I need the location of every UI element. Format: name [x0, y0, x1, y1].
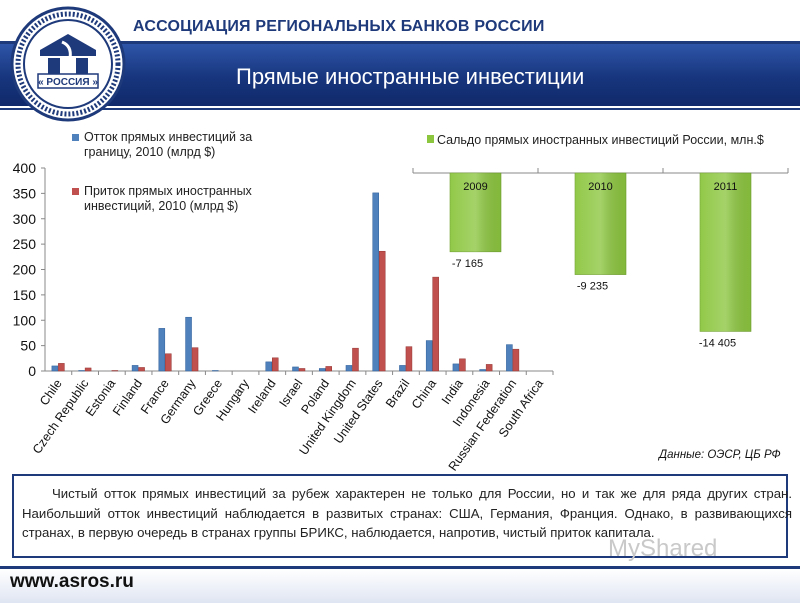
bar-inflow — [512, 348, 520, 372]
bar-outflow — [292, 366, 299, 372]
header-rule-top — [0, 41, 800, 44]
y-tick-label: 100 — [13, 312, 37, 328]
bar-outflow — [185, 316, 192, 372]
bar-outflow — [212, 370, 219, 372]
bar-balance-shade — [700, 173, 751, 332]
bar-inflow — [325, 366, 332, 372]
y-tick-label: 200 — [13, 262, 37, 278]
org-title: АССОЦИАЦИЯ РЕГИОНАЛЬНЫХ БАНКОВ РОССИИ — [133, 18, 545, 35]
bar-inflow — [352, 347, 359, 372]
y-tick-label: 350 — [13, 185, 37, 201]
bar-inflow — [405, 346, 413, 372]
data-source: Данные: ОЭСР, ЦБ РФ — [659, 449, 781, 461]
bar-inflow — [58, 363, 65, 372]
value-label: -7 165 — [452, 258, 483, 270]
bar-balance-shade — [575, 173, 626, 275]
bar-inflow — [191, 347, 199, 372]
y-tick-label: 150 — [13, 287, 37, 303]
bar-inflow — [485, 364, 493, 372]
category-label: 2011 — [714, 181, 738, 193]
footer-url[interactable]: www.asros.ru — [10, 571, 134, 592]
bar-outflow — [452, 363, 460, 372]
y-tick-label: 50 — [20, 338, 36, 354]
bar-outflow — [51, 365, 59, 372]
legend-outflow: Отток прямых инвестиций за границу, 2010… — [84, 130, 253, 159]
watermark: MyShared — [608, 535, 718, 562]
bar-inflow — [378, 250, 386, 372]
bar-inflow — [138, 367, 145, 372]
value-label: -14 405 — [699, 337, 736, 349]
note-box — [12, 474, 788, 558]
y-tick-label: 0 — [28, 363, 36, 379]
logo-label: « РОССИЯ » — [38, 77, 98, 88]
bar-inflow — [111, 370, 119, 372]
legend-swatch-inflow — [72, 188, 79, 195]
bar-inflow — [272, 357, 279, 372]
bar-outflow — [131, 365, 139, 372]
legend-swatch-balance — [427, 135, 434, 143]
bar-outflow — [425, 340, 433, 372]
bar-outflow — [345, 365, 353, 372]
bar-outflow — [318, 368, 326, 372]
bar-outflow — [78, 370, 85, 372]
header-rule-bottom — [0, 108, 800, 110]
bar-inflow — [298, 368, 306, 372]
y-tick-label: 400 — [13, 160, 37, 176]
bar-inflow — [432, 276, 439, 372]
value-label: -9 235 — [577, 281, 608, 293]
title-band — [0, 44, 800, 106]
bar-inflow — [84, 367, 92, 372]
bar-outflow — [399, 365, 406, 372]
y-tick-label: 300 — [13, 211, 37, 227]
bar-outflow — [372, 192, 379, 372]
bar-inflow — [459, 358, 466, 372]
category-label: 2010 — [588, 181, 612, 193]
bar-outflow — [265, 361, 273, 372]
bar-outflow — [158, 328, 166, 372]
bar-outflow — [506, 344, 513, 372]
y-tick-label: 250 — [13, 236, 37, 252]
bar-balance-shade — [450, 173, 501, 252]
category-label: 2009 — [463, 181, 487, 193]
page-title: Прямые иностранные инвестиции — [236, 64, 585, 89]
bar-outflow — [479, 369, 486, 372]
footer-band — [0, 566, 800, 603]
bar-inflow — [165, 353, 172, 372]
legend-inflow: Приток прямых иностранных инвестиций, 20… — [84, 184, 252, 213]
legend-balance: Сальдо прямых иностранных инвестиций Рос… — [437, 133, 764, 147]
asros-logo: « РОССИЯ » — [10, 6, 126, 122]
note-text: Чистый отток прямых инвестиций за рубеж … — [22, 486, 792, 540]
legend-swatch-outflow — [72, 134, 79, 141]
